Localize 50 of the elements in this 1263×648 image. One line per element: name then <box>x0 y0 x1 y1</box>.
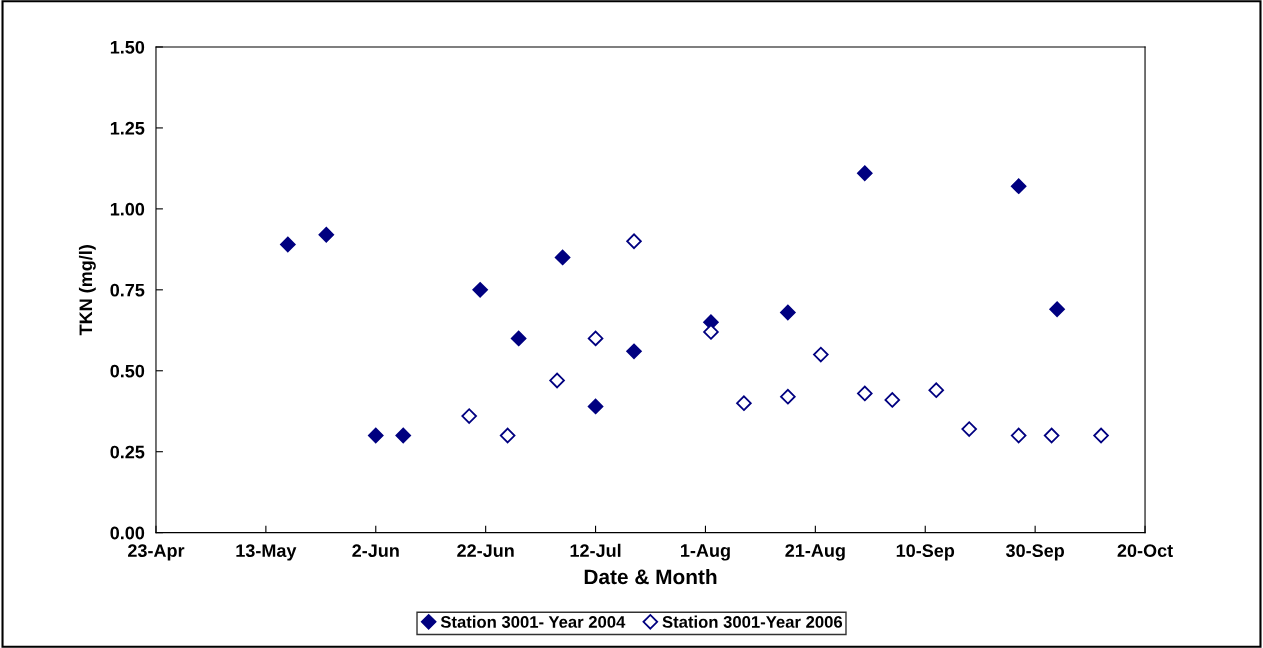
y-tick-label: 1.25 <box>110 121 145 135</box>
point <box>587 398 604 415</box>
x-axis-title: Date & Month <box>584 568 717 585</box>
x-tick-label: 13-May <box>236 544 297 561</box>
point <box>703 324 719 340</box>
point <box>1010 427 1027 444</box>
point <box>1093 427 1109 444</box>
point <box>857 385 873 402</box>
x-tick-label: 10-Sep <box>896 544 955 561</box>
x-tick-label: 23-Apr <box>128 544 185 561</box>
y-tick-label: 1.00 <box>110 202 145 216</box>
point <box>780 304 796 321</box>
y-tick-label: 1.50 <box>110 40 145 54</box>
point <box>472 282 488 298</box>
point <box>367 427 384 444</box>
point <box>499 427 516 444</box>
x-tick-label: 1-Aug <box>681 544 730 561</box>
x-tick-label: 30-Sep <box>1005 544 1065 561</box>
point <box>736 395 752 411</box>
point <box>587 330 604 347</box>
legend-label: Station 3001- Year 2004 <box>440 615 626 628</box>
point <box>961 421 977 437</box>
x-tick-label: 2-Jun <box>352 544 399 558</box>
x-tick-label: 20-Oct <box>1117 544 1173 558</box>
y-tick-label: 0.50 <box>110 364 145 378</box>
legend-label: Station 3001-Year 2006 <box>662 615 843 628</box>
x-tick-label: 21-Aug <box>785 544 845 561</box>
point <box>318 226 335 243</box>
point <box>813 346 829 363</box>
point <box>780 388 796 405</box>
x-tick-label: 22-Jun <box>457 544 514 558</box>
y-tick-label: 0.00 <box>110 526 145 540</box>
point <box>510 330 527 347</box>
point <box>1043 427 1060 444</box>
point <box>626 343 642 360</box>
point <box>1010 178 1027 194</box>
point <box>1049 301 1065 318</box>
point <box>626 233 642 250</box>
y-axis-title: TKN (mg/l) <box>78 245 96 336</box>
y-tick-label: 0.75 <box>110 283 145 297</box>
point <box>857 165 873 182</box>
point <box>395 427 412 444</box>
x-tick-label: 12-Jul <box>570 543 621 558</box>
point <box>884 392 901 408</box>
point <box>280 236 296 253</box>
point <box>928 382 945 398</box>
point <box>461 408 477 424</box>
y-tick-label: 0.25 <box>110 445 145 459</box>
point <box>549 372 565 389</box>
point <box>554 249 571 266</box>
